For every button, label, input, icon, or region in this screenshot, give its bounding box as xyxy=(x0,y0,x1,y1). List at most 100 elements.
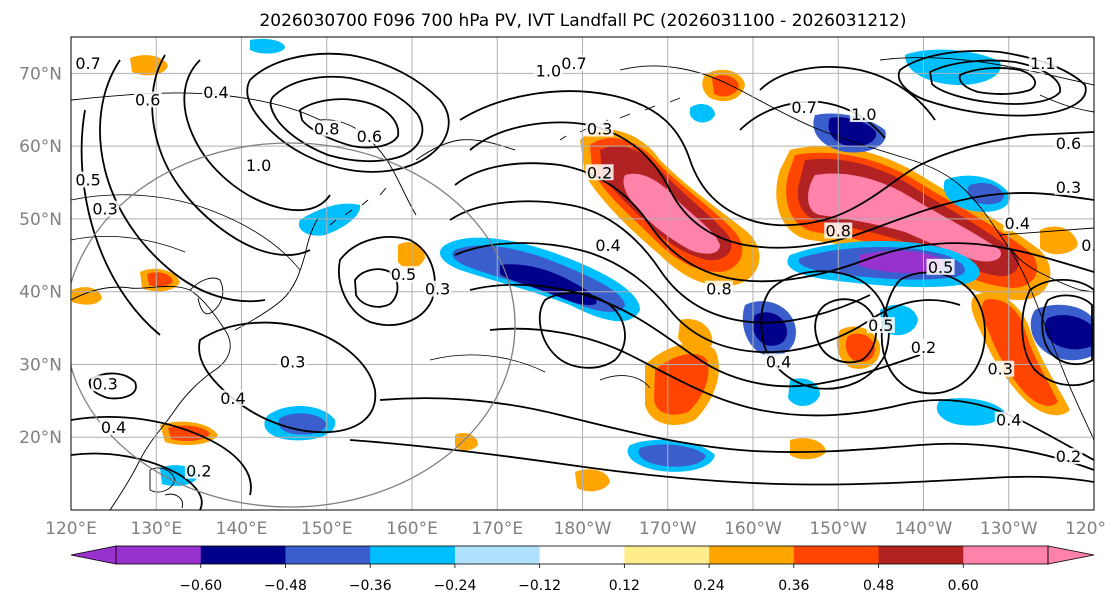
colorbar-segment xyxy=(454,546,541,564)
contour-line xyxy=(449,200,871,324)
contour-label-bg xyxy=(1003,215,1032,232)
contour-label-bg xyxy=(866,317,895,334)
contour-label-bg xyxy=(1054,178,1083,195)
contour-line xyxy=(71,416,252,496)
lon-label: 140°E xyxy=(216,519,268,539)
contour-label-bg xyxy=(74,55,103,72)
contour-label: 0.3 xyxy=(92,374,117,393)
contour-line xyxy=(183,59,331,212)
colorbar-segment xyxy=(963,546,1049,564)
contour-label-bg xyxy=(218,389,247,406)
contour-label-bg xyxy=(1054,135,1083,152)
contour-label-bg xyxy=(389,266,418,283)
colorbar-frame xyxy=(115,545,1049,565)
lat-label: 70°N xyxy=(19,64,62,84)
shade-negative-cell xyxy=(250,38,285,54)
shade-negative-cell xyxy=(638,444,706,467)
contour-label-bg xyxy=(909,338,938,355)
colorbar-segment xyxy=(878,546,964,564)
contour-label: 0.5 xyxy=(868,316,893,335)
contour-label-bg xyxy=(1080,237,1094,254)
coastline-arctic xyxy=(879,57,1094,86)
coastline-kurils xyxy=(329,187,387,226)
great-circle-radius-icon xyxy=(71,142,516,508)
lon-label: 180°W xyxy=(554,519,612,539)
lon-label: 160°E xyxy=(386,519,438,539)
colorbar-segment xyxy=(200,546,286,564)
colorbar-tick-label: 0.24 xyxy=(694,578,725,594)
contour-label: 0.3 xyxy=(587,120,612,139)
colorbar-tick-label: 0.36 xyxy=(778,578,809,594)
shade-negative-band xyxy=(500,264,597,306)
lon-label: 130°E xyxy=(130,519,182,539)
reference-circle xyxy=(71,142,516,508)
contour-label: 0.7 xyxy=(791,98,816,117)
shade-negative-cell xyxy=(936,398,1005,426)
contour-label-bg xyxy=(423,280,452,297)
contour-label: 0.6 xyxy=(1081,236,1105,255)
lon-label: 130°W xyxy=(980,519,1038,539)
latitude-labels: 70°N 60°N 50°N 40°N 30°N 20°N xyxy=(19,64,62,448)
contour-line xyxy=(349,439,1094,486)
contour-label: 0.4 xyxy=(220,389,245,408)
contour-label: 0.5 xyxy=(391,265,416,284)
contour-label-bg xyxy=(594,237,623,254)
lat-label: 60°N xyxy=(19,137,62,157)
shade-negative-cell xyxy=(1044,315,1092,350)
contour-line xyxy=(760,270,890,390)
contour-label-bg xyxy=(824,222,853,239)
contour-label: 0.2 xyxy=(587,163,612,182)
contour-line xyxy=(459,90,1094,227)
contour-line xyxy=(71,452,203,510)
longitude-labels: 120°E 130°E 140°E 150°E 160°E 170°E 180°W 170°W… xyxy=(45,519,1105,539)
contour-label: 0.2 xyxy=(1056,447,1081,466)
contour-label: 0.6 xyxy=(357,127,382,146)
contour-line xyxy=(759,66,936,121)
contour-line xyxy=(379,397,1094,471)
contour-label-bg xyxy=(244,156,273,173)
contour-label: 0.2 xyxy=(911,338,936,357)
lon-label: 170°E xyxy=(471,519,523,539)
contour-labels: 0.70.6 0.41.0 0.70.30.20.40.8 0.61.00.50.30… xyxy=(74,54,1105,481)
contour-label: 1.1 xyxy=(1030,54,1055,73)
coastline-bc xyxy=(999,227,1094,236)
colorbar-tick-label: −0.60 xyxy=(179,578,222,594)
colorbar-tick-label: 0.60 xyxy=(948,578,979,594)
shade-positive-cell xyxy=(1040,226,1078,255)
lat-label: 40°N xyxy=(19,283,62,303)
contour-label: 0.8 xyxy=(706,280,731,299)
contour-label-bg xyxy=(986,360,1015,377)
contour-line xyxy=(538,292,626,369)
contour-label-bg xyxy=(99,418,128,435)
pv-thin-contours xyxy=(71,194,651,389)
colorbar-segment xyxy=(793,546,880,564)
contour-label: 0.3 xyxy=(425,280,450,299)
contour-line xyxy=(269,75,424,163)
contour-label: 0.4 xyxy=(766,352,791,371)
contour-line xyxy=(298,98,399,149)
colorbar-segment xyxy=(709,546,795,564)
contour-label: 0.4 xyxy=(996,411,1021,430)
coastline-alaska xyxy=(619,65,1094,293)
chart-title: 2026030700 F096 700 hPa PV, IVT Landfall… xyxy=(259,11,906,31)
shade-positive-cell xyxy=(575,469,610,492)
shade-negative-cell xyxy=(828,117,877,147)
contour-label: 0.3 xyxy=(1056,178,1081,197)
lon-label: 160°W xyxy=(724,519,782,539)
contour-label: 0.7 xyxy=(561,54,586,73)
colorbar-under-extend xyxy=(70,545,117,565)
contour-label: 0.2 xyxy=(186,462,211,481)
colorbar-segment xyxy=(539,546,625,564)
contour-label-bg xyxy=(74,171,103,188)
contour-line xyxy=(338,236,436,326)
contour-label-bg xyxy=(278,353,307,370)
shade-positive-cell xyxy=(147,272,173,287)
contour-label: 0.3 xyxy=(280,352,305,371)
coastline-hudson xyxy=(1039,94,1094,113)
contour-label-bg xyxy=(312,120,341,137)
contour-label-bg xyxy=(994,411,1023,428)
shade-negative-cell xyxy=(967,183,1004,205)
colorbar: −0.60 −0.48 −0.36 −0.24 −0.12 0.12 0.24 0.36 0.4… xyxy=(70,545,1095,594)
map-panel: 0.70.6 0.41.0 0.70.30.20.40.8 0.61.00.50.30… xyxy=(70,36,1105,511)
